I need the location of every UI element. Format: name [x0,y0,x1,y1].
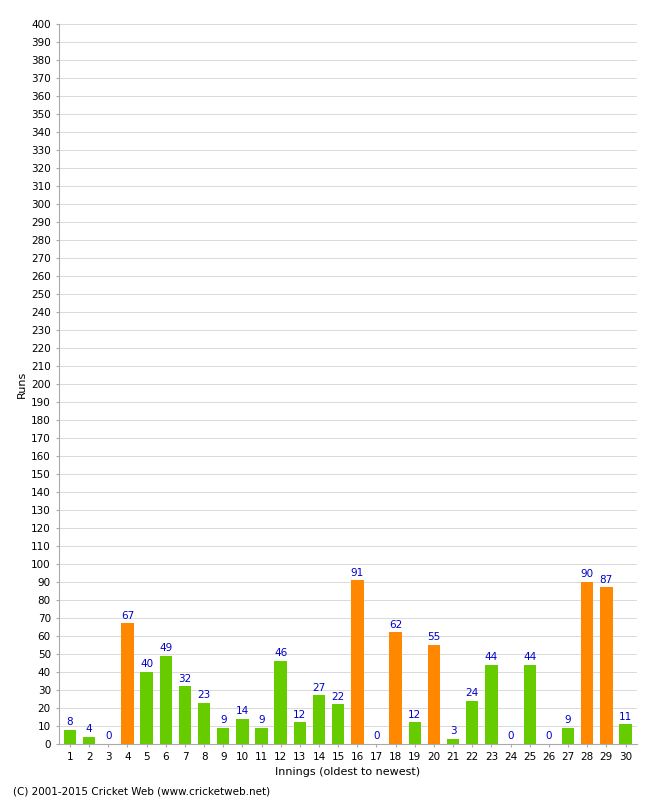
Bar [159,656,172,744]
Text: 87: 87 [600,574,613,585]
Text: 90: 90 [580,570,593,579]
Text: 0: 0 [373,731,380,742]
Text: 62: 62 [389,620,402,630]
Y-axis label: Runs: Runs [17,370,27,398]
Bar [64,730,76,744]
Bar [198,702,211,744]
Text: 11: 11 [619,711,632,722]
Bar [294,722,306,744]
Text: 23: 23 [198,690,211,700]
Text: 40: 40 [140,659,153,670]
Bar [83,737,96,744]
Bar [179,686,191,744]
Bar [274,661,287,744]
Bar [351,580,363,744]
Bar [389,632,402,744]
Bar [562,728,574,744]
Text: 44: 44 [523,652,536,662]
Text: 12: 12 [408,710,421,720]
Bar [313,695,325,744]
Bar [140,672,153,744]
Text: 91: 91 [351,567,364,578]
Text: 0: 0 [545,731,552,742]
Text: 12: 12 [293,710,307,720]
Text: 44: 44 [485,652,498,662]
Text: 0: 0 [507,731,514,742]
Text: 4: 4 [86,724,92,734]
Bar [619,724,632,744]
Text: 49: 49 [159,643,172,653]
Bar [332,704,345,744]
Text: 32: 32 [178,674,192,684]
Bar [466,701,478,744]
Bar [236,718,248,744]
Bar [523,665,536,744]
Bar [447,738,460,744]
Bar [485,665,498,744]
Text: 8: 8 [67,717,73,727]
Text: (C) 2001-2015 Cricket Web (www.cricketweb.net): (C) 2001-2015 Cricket Web (www.cricketwe… [13,786,270,796]
Text: 3: 3 [450,726,456,736]
X-axis label: Innings (oldest to newest): Innings (oldest to newest) [275,767,421,777]
Bar [255,728,268,744]
Bar [600,587,612,744]
Text: 0: 0 [105,731,112,742]
Text: 55: 55 [427,632,441,642]
Text: 24: 24 [465,688,479,698]
Text: 9: 9 [220,715,227,725]
Text: 27: 27 [313,682,326,693]
Text: 22: 22 [332,692,344,702]
Bar [217,728,229,744]
Text: 67: 67 [121,610,134,621]
Bar [409,722,421,744]
Text: 14: 14 [236,706,249,716]
Text: 9: 9 [565,715,571,725]
Bar [428,645,440,744]
Bar [122,623,134,744]
Text: 9: 9 [258,715,265,725]
Text: 46: 46 [274,649,287,658]
Bar [581,582,593,744]
